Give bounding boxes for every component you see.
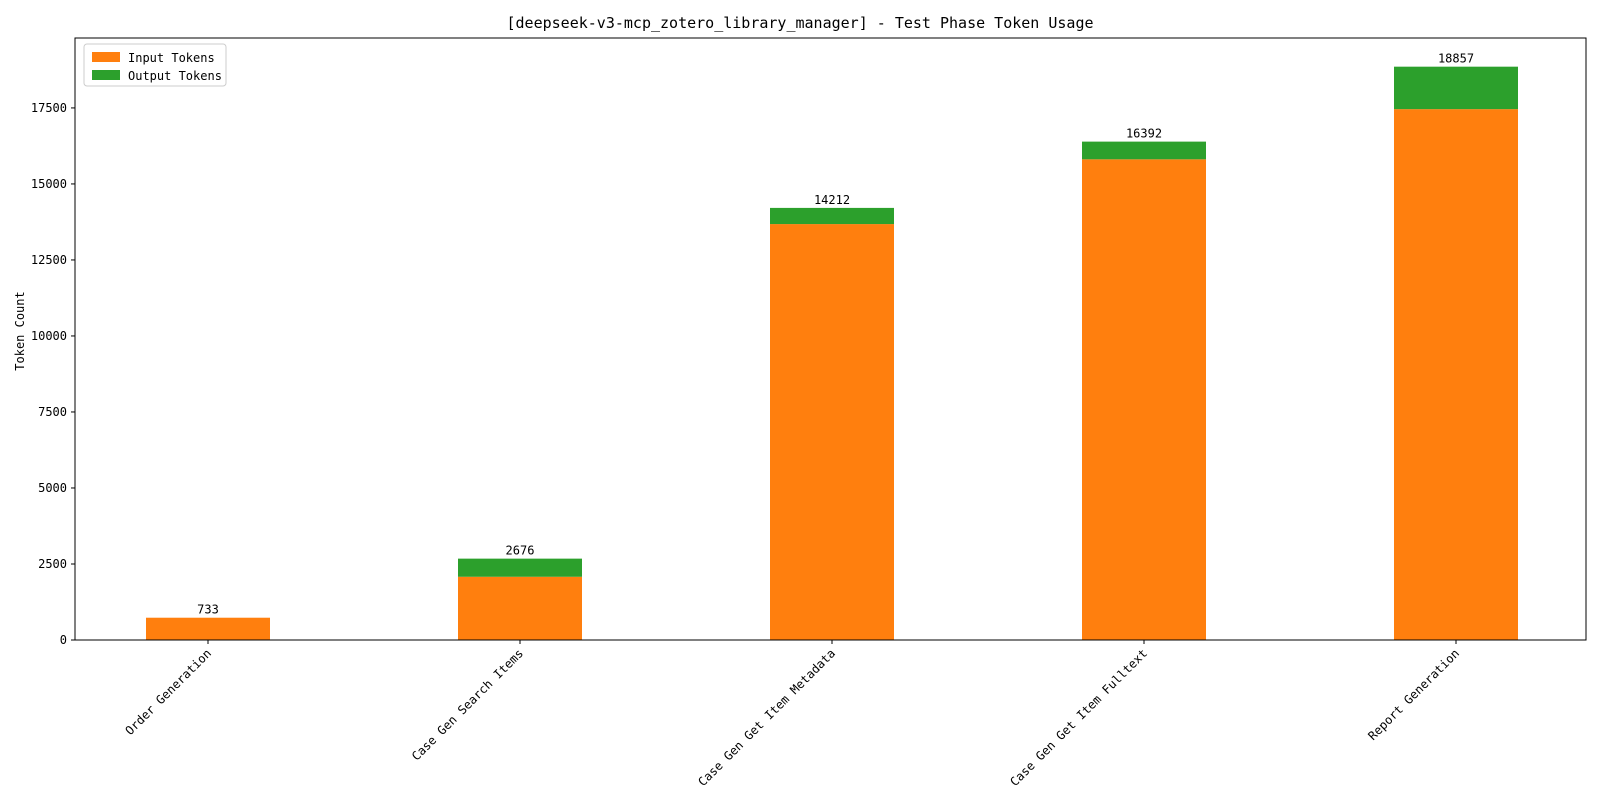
legend: Input Tokens Output Tokens bbox=[83, 43, 227, 87]
data-label-total: 16392 bbox=[1126, 127, 1162, 141]
x-tick-label: Report Generation bbox=[1365, 646, 1462, 743]
data-label-total: 14212 bbox=[814, 193, 850, 207]
x-tick-label: Case Gen Search Items bbox=[409, 646, 526, 763]
bar-output-1 bbox=[458, 558, 582, 577]
bar-input-4 bbox=[1394, 109, 1518, 641]
chart-title: [deepseek-v3-mcp_zotero_library_manager]… bbox=[507, 14, 1094, 32]
legend-swatch-input bbox=[92, 52, 120, 62]
bar-input-3 bbox=[1082, 159, 1206, 640]
data-label-total: 2676 bbox=[506, 544, 535, 558]
y-tick-label: 5000 bbox=[38, 481, 67, 495]
bars-layer: 733 2676 14212 16392 18857 bbox=[146, 52, 1518, 641]
y-tick-label: 15000 bbox=[31, 177, 67, 191]
legend-swatch-output bbox=[92, 70, 120, 80]
y-tick-label: 17500 bbox=[31, 101, 67, 115]
x-tick-label: Case Gen Get Item Fulltext bbox=[1007, 646, 1150, 789]
y-tick-label: 7500 bbox=[38, 405, 67, 419]
x-tick-label: Case Gen Get Item Metadata bbox=[695, 646, 838, 789]
y-axis-label: Token Count bbox=[13, 291, 27, 370]
bar-input-1 bbox=[458, 576, 582, 640]
bar-input-0 bbox=[146, 617, 270, 640]
bar-output-2 bbox=[770, 207, 894, 225]
bar-output-4 bbox=[1394, 66, 1518, 110]
y-tick-label: 12500 bbox=[31, 253, 67, 267]
legend-label-output: Output Tokens bbox=[128, 69, 222, 83]
y-tick-label: 2500 bbox=[38, 557, 67, 571]
y-tick-label: 10000 bbox=[31, 329, 67, 343]
plot-frame bbox=[74, 37, 1587, 641]
bar-output-3 bbox=[1082, 141, 1206, 160]
y-tick-label: 0 bbox=[60, 633, 67, 647]
bar-input-2 bbox=[770, 224, 894, 640]
legend-label-input: Input Tokens bbox=[128, 51, 215, 65]
data-label-total: 18857 bbox=[1438, 52, 1474, 66]
data-label-total: 733 bbox=[197, 603, 219, 617]
x-tick-label: Order Generation bbox=[122, 646, 214, 738]
